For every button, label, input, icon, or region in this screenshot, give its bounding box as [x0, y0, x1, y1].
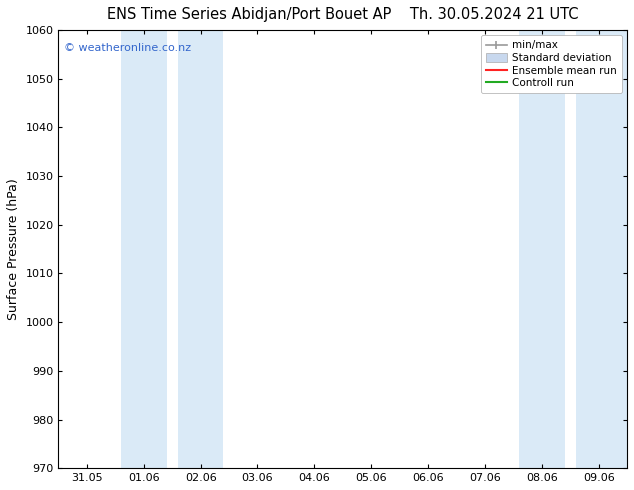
Bar [178, 30, 223, 468]
Bar [576, 30, 627, 468]
Text: © weatheronline.co.nz: © weatheronline.co.nz [64, 43, 191, 53]
Y-axis label: Surface Pressure (hPa): Surface Pressure (hPa) [7, 178, 20, 320]
Title: ENS Time Series Abidjan/Port Bouet AP    Th. 30.05.2024 21 UTC: ENS Time Series Abidjan/Port Bouet AP Th… [107, 7, 578, 22]
Bar [121, 30, 167, 468]
Legend: min/max, Standard deviation, Ensemble mean run, Controll run: min/max, Standard deviation, Ensemble me… [481, 35, 622, 94]
Bar [519, 30, 564, 468]
